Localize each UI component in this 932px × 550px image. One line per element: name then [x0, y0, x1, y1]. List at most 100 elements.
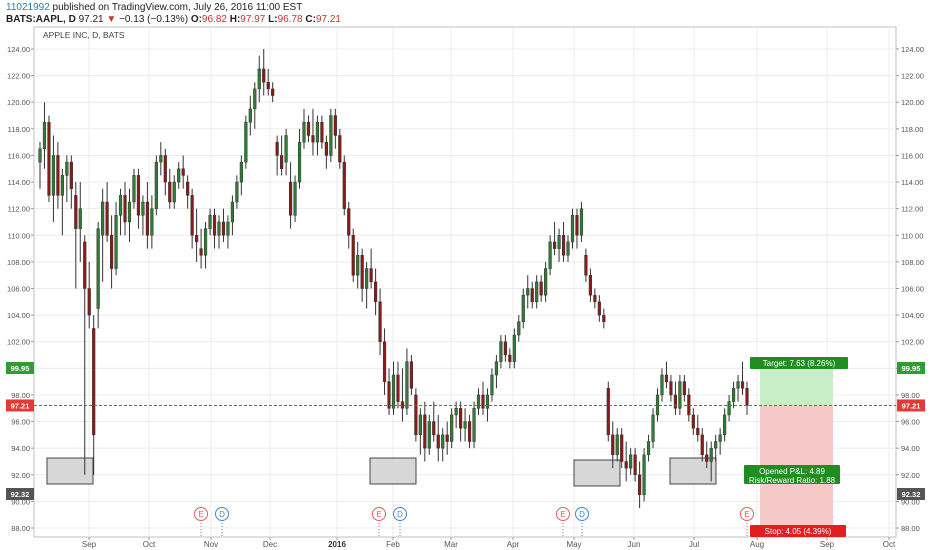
candle-body: [186, 181, 190, 196]
candle-body: [369, 268, 373, 283]
y-tick-label-right: 124.00: [901, 45, 924, 54]
last-price-label-left-bg: [6, 399, 34, 412]
candle-body: [190, 195, 194, 236]
candle-body: [423, 414, 427, 449]
plot-area: [33, 26, 897, 538]
earnings-marker[interactable]: [556, 507, 570, 521]
candle-body: [588, 274, 592, 296]
earnings-marker-label: E: [376, 510, 381, 519]
earnings-marker[interactable]: [372, 507, 386, 521]
low-label: L:: [268, 14, 278, 25]
chart-title: APPLE INC, D, BATS: [43, 30, 125, 40]
candle-body: [351, 235, 355, 276]
header-line-2: BATS:AAPL, D 97.21 ▼ −0.13 (−0.13%) O:96…: [6, 14, 341, 26]
y-tick-label-right: 102.00: [901, 338, 924, 347]
candle-body: [611, 434, 615, 456]
y-tick-label-right: 88.00: [901, 524, 920, 533]
y-tick-label-right: 120.00: [901, 98, 924, 107]
target-price-label-right-bg: [897, 362, 925, 374]
dividend-marker[interactable]: [575, 507, 589, 521]
candle-body: [731, 388, 736, 402]
candle-body: [51, 155, 56, 196]
y-tick-label-left: 118.00: [8, 125, 30, 134]
candle-body: [226, 221, 230, 236]
pnl-label-bg: [744, 465, 840, 484]
y-tick-label-left: 94.00: [11, 444, 30, 453]
x-tick-label: Jun: [628, 540, 641, 549]
candle-body: [168, 181, 172, 203]
candle-body: [230, 201, 235, 223]
candle-body: [396, 374, 400, 402]
candle-body: [700, 434, 704, 456]
candle-body: [253, 88, 257, 110]
candle-body: [530, 288, 534, 303]
candle-body: [481, 394, 485, 409]
candle-body: [691, 414, 695, 429]
candle-body: [629, 454, 633, 469]
candle-body: [74, 195, 78, 229]
y-tick-label-left: 108.00: [7, 258, 30, 267]
candle-body: [552, 241, 557, 249]
y-tick-label-right: 98.00: [901, 391, 920, 400]
candle-body: [651, 414, 655, 442]
pnl-label-line: Opened P&L: 4.89: [759, 467, 825, 476]
candle-body: [405, 361, 409, 409]
candle-body: [329, 115, 333, 156]
candle-body: [65, 161, 69, 176]
candle-body: [105, 201, 109, 236]
candle-body: [195, 235, 199, 243]
high-label: H:: [229, 14, 241, 25]
y-tick-label-left: 114.00: [8, 178, 30, 187]
candle-body: [284, 135, 288, 163]
candle-body: [271, 88, 275, 96]
candle-body: [297, 141, 302, 183]
y-tick-label-right: 90.00: [901, 497, 920, 506]
pnl-label-line: Risk/Reward Ratio: 1.88: [749, 476, 836, 485]
candle-body: [315, 121, 320, 143]
close-value: 97.21: [315, 14, 341, 25]
candle-body: [678, 381, 682, 409]
dividend-marker-label: D: [219, 510, 225, 519]
stop-price-label-left: 92.32: [11, 490, 30, 499]
publisher-id-link[interactable]: 11021992: [6, 2, 50, 13]
candle-body: [736, 381, 740, 389]
earnings-marker[interactable]: [740, 507, 754, 521]
candle-body: [745, 388, 749, 406]
candle-body: [561, 235, 566, 256]
candle-body: [38, 148, 42, 163]
target-label-bg: [750, 357, 848, 369]
candle-body: [400, 401, 405, 409]
candle-body: [476, 394, 481, 409]
candle-body: [485, 394, 490, 409]
candle-body: [584, 254, 588, 276]
candle-body: [490, 374, 494, 396]
target-label-line: Target: 7.63 (8.26%): [763, 359, 836, 368]
candle-body: [208, 215, 212, 229]
x-tick-label: May: [566, 540, 581, 549]
y-tick-label-right: 116.00: [901, 151, 923, 160]
candle-body: [535, 281, 539, 303]
candle-body: [418, 414, 422, 436]
candle-body: [78, 208, 82, 229]
x-tick-label: Apr: [507, 540, 520, 549]
candle-body: [338, 135, 342, 163]
y-tick-label-left: 104.00: [7, 311, 30, 320]
candle-body: [615, 434, 619, 456]
open-value: 96.82: [201, 14, 227, 25]
dividend-marker[interactable]: [215, 507, 229, 521]
y-tick-label-left: 124.00: [7, 45, 30, 54]
earnings-marker[interactable]: [194, 507, 208, 521]
candle-body: [548, 241, 552, 269]
candle-body: [382, 341, 387, 382]
y-tick-label-right: 110.00: [901, 231, 923, 240]
y-tick-label-left: 96.00: [11, 418, 30, 427]
dividend-marker[interactable]: [393, 507, 407, 521]
candle-body: [199, 248, 203, 256]
candle-body: [248, 108, 252, 123]
candle-body: [235, 181, 239, 203]
candle-body: [432, 421, 436, 436]
last-price-label-right-bg: [897, 399, 925, 412]
stop-label-bg: [750, 525, 846, 537]
open-label: O:: [190, 14, 202, 25]
